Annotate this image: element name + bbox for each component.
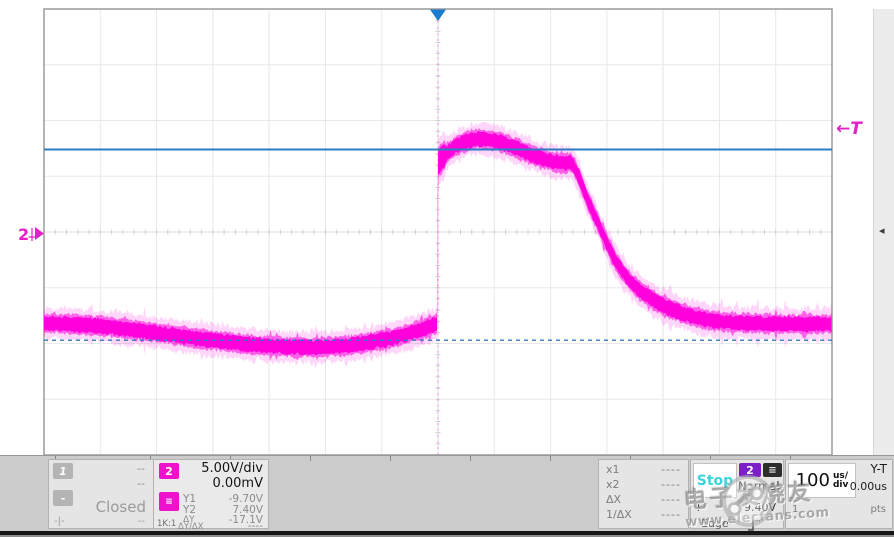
channel1-value2: -- (137, 477, 145, 490)
cursor-dydx-value: ---- (247, 520, 263, 532)
menu-separator (55, 456, 56, 461)
menu-separator (710, 456, 711, 461)
cursor-y2-value: 7.40V (232, 504, 263, 516)
trigger-level-value: 9.40V (743, 501, 776, 514)
bottom-footer-strip (0, 535, 894, 537)
channel1-panel[interactable]: 1 -- -- - Closed -|- -- (48, 459, 155, 529)
rising-edge-icon (747, 517, 762, 536)
cursor-x2-label: x2 (606, 478, 620, 491)
trigger-panel[interactable]: Stop 2 ≡ Normal T 9.40V Edge (690, 459, 784, 531)
cursor-y2-label: Y2 (183, 504, 197, 516)
cursor-y1-label: Y1 (183, 493, 197, 505)
cursor-x1-label: x1 (606, 463, 620, 476)
trigger-position-marker-icon[interactable] (430, 9, 446, 22)
channel1-value1: -- (137, 462, 145, 475)
bottom-divider (0, 531, 894, 535)
cursor-y1-value: -9.70V (228, 493, 263, 505)
memory-depth-fragment: pts (870, 504, 886, 515)
trigger-level-indicator[interactable]: ←T (836, 119, 863, 139)
menu-separator (150, 456, 151, 461)
channel2-probe-ratio: 1K:1 (157, 519, 177, 529)
cursor-invdx-label: 1/ΔX (606, 508, 632, 521)
trigger-level-label: T (695, 501, 702, 514)
cursor-invdx-value: ---- (661, 508, 681, 521)
right-scroll-strip[interactable]: ◂ (873, 9, 894, 455)
menu-separator (390, 456, 391, 461)
sample-rate-fragment: 1 (792, 504, 799, 515)
trigger-type[interactable]: Edge (701, 517, 729, 530)
channel1-state: Closed (95, 498, 146, 516)
cursor-x1-value: ---- (661, 463, 681, 476)
channel1-badge[interactable]: 1 (53, 463, 73, 479)
menu-separator (550, 456, 551, 461)
display-mode: Y-T (870, 462, 887, 476)
channel2-offset: 0.00mV (212, 476, 263, 491)
channel2-marker-label: 2 (18, 225, 29, 244)
timebase-unit-top: us/ (832, 470, 849, 481)
cursor-dy-value: -17.1V (228, 514, 263, 526)
menu-separator (470, 456, 471, 461)
timebase-panel[interactable]: 100 us/ div Y-T 0.00us 1 pts (785, 459, 893, 529)
channel2-volts-per-div: 5.00V/div (201, 461, 263, 476)
cursor-dx-value: ---- (661, 493, 681, 506)
ground-symbol-icon (28, 228, 36, 241)
cursor-x2-value: ---- (661, 478, 681, 491)
status-bar: 1 -- -- - Closed -|- -- 2 5.00V/div 0.00… (0, 455, 894, 532)
run-stop-button[interactable]: Stop (693, 463, 737, 498)
menu-separator (790, 456, 791, 461)
menu-separator (230, 456, 231, 461)
cursor-dydx-label: ΔY/ΔX (178, 522, 204, 532)
timebase-button[interactable]: 100 us/ div (788, 463, 856, 498)
channel2-waveform-trace (44, 120, 832, 370)
channel2-arrow-icon (35, 227, 44, 240)
trigger-mode[interactable]: Normal (738, 479, 780, 493)
channel1-coupling-badge[interactable]: - (53, 490, 73, 506)
cursor-dx-label: ΔX (606, 493, 622, 506)
cursor-dy-label: ΔY (183, 515, 195, 525)
channel2-ground-marker[interactable]: 2 (18, 225, 44, 244)
timebase-unit-bottom: div (832, 479, 849, 490)
menu-separator (630, 456, 631, 461)
scroll-left-arrow-icon[interactable]: ◂ (879, 224, 885, 237)
cursor-x-panel[interactable]: x1 ---- x2 ---- ΔX ---- 1/ΔX ---- (598, 459, 689, 529)
menu-separator (310, 456, 311, 461)
trigger-delay: 0.00us (849, 480, 887, 493)
channel1-probe-symbol: -|- (54, 516, 65, 527)
trigger-coupling-icon[interactable]: ≡ (763, 463, 782, 477)
channel2-coupling-badge[interactable]: ≡ (159, 492, 179, 511)
timebase-value: 100 (795, 470, 830, 491)
channel1-value3: -- (137, 516, 145, 527)
channel2-badge[interactable]: 2 (159, 463, 179, 479)
scope-display: ←T 2 (18, 8, 863, 456)
channel2-panel[interactable]: 2 5.00V/div 0.00mV ≡ Y1 -9.70V Y2 7.40V … (153, 459, 269, 532)
trigger-source-badge[interactable]: 2 (739, 463, 761, 477)
